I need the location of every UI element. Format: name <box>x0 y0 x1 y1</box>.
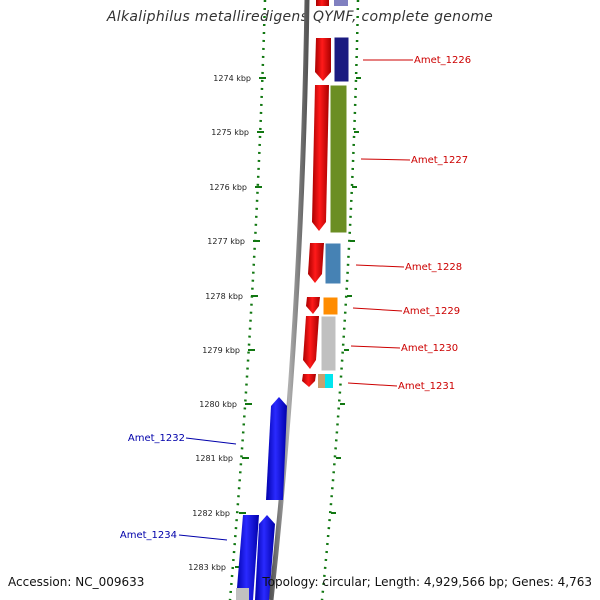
forward-genes <box>302 38 331 387</box>
cog-block-tan <box>318 374 325 388</box>
tick-marks <box>235 77 266 568</box>
gene-label-amet-1229[interactable]: Amet_1229 <box>403 306 460 317</box>
cog-block-navy <box>333 36 350 83</box>
gene-amet-1229[interactable] <box>306 297 320 314</box>
gene-labels: Amet_1226 Amet_1227 Amet_1228 Amet_1229 … <box>120 55 471 541</box>
cog-block-gray <box>320 315 337 372</box>
gene-amet-1233[interactable] <box>255 515 275 600</box>
reverse-genes <box>236 397 287 600</box>
gene-amet-1227[interactable] <box>312 85 329 231</box>
gene-amet-1231[interactable] <box>302 374 316 387</box>
gene-amet-1230[interactable] <box>303 316 319 369</box>
gene-amet-1228[interactable] <box>308 243 324 283</box>
gene-label-amet-1228[interactable]: Amet_1228 <box>405 262 462 273</box>
tick-label: 1281 kbp <box>195 454 233 463</box>
tick-label: 1277 kbp <box>207 237 245 246</box>
label-leaders <box>178 59 413 541</box>
tick-label: 1279 kbp <box>202 346 240 355</box>
cog-blocks <box>318 36 350 388</box>
tick-label: 1282 kbp <box>192 509 230 518</box>
genome-backbone <box>268 0 310 600</box>
cog-block-bottom-gray <box>236 588 249 600</box>
tick-label: 1280 kbp <box>199 400 237 409</box>
cog-block-orange <box>322 296 339 316</box>
gene-amet-1232[interactable] <box>266 397 287 500</box>
tick-labels: 1274 kbp 1275 kbp 1276 kbp 1277 kbp 1278… <box>188 74 251 572</box>
genome-summary: Topology: circular; Length: 4,929,566 bp… <box>262 575 592 589</box>
tick-label: 1274 kbp <box>213 74 251 83</box>
gene-amet-1226[interactable] <box>315 38 331 81</box>
accession-label: Accession: NC_009633 <box>8 575 145 589</box>
cog-block-steel <box>324 242 342 285</box>
partial-gene-top <box>316 0 329 6</box>
gene-amet-1234[interactable] <box>236 515 259 600</box>
gene-label-amet-1232[interactable]: Amet_1232 <box>128 433 185 444</box>
gene-label-amet-1230[interactable]: Amet_1230 <box>401 343 458 354</box>
cog-block-top <box>334 0 348 6</box>
tick-label: 1283 kbp <box>188 563 226 572</box>
tick-label: 1275 kbp <box>211 128 249 137</box>
cog-block-olive <box>329 84 348 234</box>
gene-label-amet-1226[interactable]: Amet_1226 <box>414 55 471 66</box>
gene-label-amet-1227[interactable]: Amet_1227 <box>411 155 468 166</box>
tick-label: 1276 kbp <box>209 183 247 192</box>
gene-label-amet-1231[interactable]: Amet_1231 <box>398 381 455 392</box>
right-track-ticks <box>331 77 361 514</box>
map-title: Alkaliphilus metalliredigens QYMF, compl… <box>106 9 494 25</box>
tick-label: 1278 kbp <box>205 292 243 301</box>
cog-block-cyan <box>325 374 333 388</box>
gene-label-amet-1234[interactable]: Amet_1234 <box>120 530 177 541</box>
